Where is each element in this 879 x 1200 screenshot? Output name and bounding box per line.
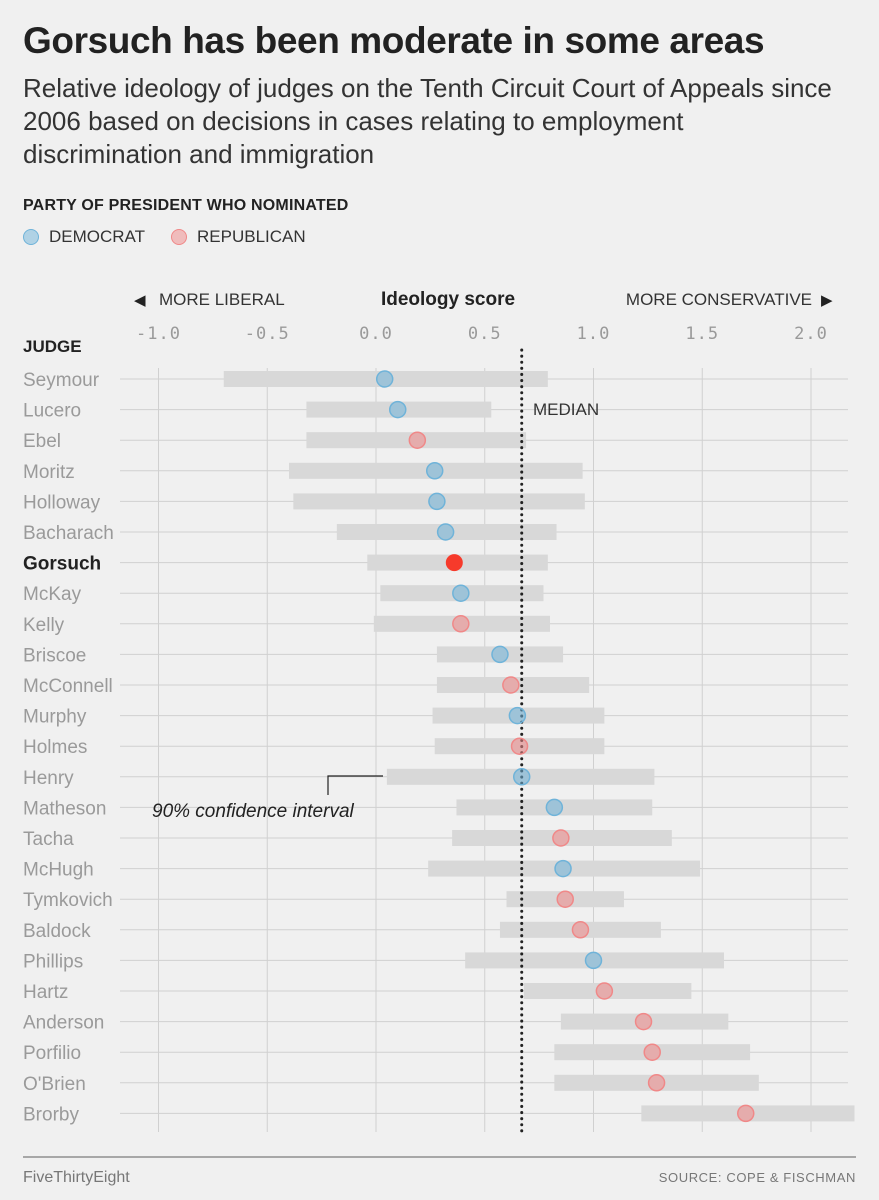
judge-score-dot <box>436 523 455 541</box>
more-conservative-arrow-icon: ▶ <box>821 291 833 309</box>
judge-name-label: Ebel <box>23 431 61 452</box>
x-tick-label: -1.0 <box>136 324 181 344</box>
judge-score-dot <box>554 859 572 878</box>
legend-label-democrat: DEMOCRAT <box>49 227 146 246</box>
chart-title: Gorsuch has been moderate in some areas <box>23 20 765 61</box>
median-label: MEDIAN <box>533 400 599 419</box>
judge-name-label: Briscoe <box>23 645 86 666</box>
chart-subtitle: Relative ideology of judges on the Tenth… <box>23 73 832 169</box>
judge-score-dot <box>452 584 470 602</box>
judge-name-label: Tymkovich <box>23 890 113 911</box>
x-tick-label: 2.0 <box>794 324 828 344</box>
judge-score-dot <box>502 676 520 694</box>
judge-name-label: McConnell <box>23 676 113 697</box>
judge-score-dot <box>408 431 427 449</box>
judge-score-dot <box>452 615 470 633</box>
judge-name-label: Matheson <box>23 798 106 819</box>
judge-score-dot <box>634 1012 653 1031</box>
judge-name-label: Anderson <box>23 1013 104 1034</box>
judge-name-label: Holmes <box>23 737 87 758</box>
axis-right-label: MORE CONSERVATIVE <box>626 290 812 309</box>
legend-item-republican: REPUBLICAN <box>171 227 306 247</box>
judge-score-dot <box>647 1074 666 1092</box>
judge-name-label: Phillips <box>23 951 83 972</box>
dot-layer <box>375 370 755 1123</box>
judge-name-label: Moritz <box>23 462 75 483</box>
judge-score-dot <box>595 982 614 1000</box>
judge-name-label: Baldock <box>23 921 91 942</box>
legend: DEMOCRAT REPUBLICAN <box>23 227 332 247</box>
judge-name-label: Tacha <box>23 829 74 850</box>
judge-name-label: O'Brien <box>23 1074 86 1095</box>
label-layer: -1.0 -0.5 0.0 0.5 1.0 1.5 2.0 Seymour Lucero Ebel… <box>23 324 828 1125</box>
judge-name-label: Kelly <box>23 615 65 636</box>
ci-annotation-label: 90% confidence interval <box>152 801 355 822</box>
judge-name-label: Holloway <box>23 492 101 513</box>
judge-score-dot <box>545 798 564 817</box>
judge-name-label: Murphy <box>23 707 87 728</box>
judge-score-dot <box>737 1104 755 1123</box>
judge-name-label: Brorby <box>23 1104 79 1125</box>
judge-score-dot <box>375 370 394 388</box>
judge-score-dot <box>512 768 531 786</box>
x-tick-label: 0.0 <box>359 324 393 344</box>
judge-score-dot <box>508 706 527 725</box>
judge-score-dot <box>571 921 590 939</box>
x-tick-label: 0.5 <box>468 324 502 344</box>
legend-title: PARTY OF PRESIDENT WHO NOMINATED <box>23 197 349 214</box>
x-tick-label: 1.5 <box>685 324 719 344</box>
judge-score-dot <box>389 400 407 419</box>
x-tick-label: -0.5 <box>245 324 290 344</box>
axis-title: Ideology score <box>381 289 515 310</box>
brand-label: FiveThirtyEight <box>23 1169 130 1186</box>
judge-name-label: Seymour <box>23 370 100 391</box>
judge-name-label: Porfilio <box>23 1043 81 1064</box>
democrat-swatch-icon <box>23 229 39 245</box>
judge-column-header: JUDGE <box>23 337 82 356</box>
judge-name-label: McHugh <box>23 860 94 881</box>
judge-name-label: Lucero <box>23 401 81 422</box>
judge-name-label: Bacharach <box>23 523 114 544</box>
footer-divider <box>23 1156 856 1158</box>
judge-name-label: McKay <box>23 584 82 605</box>
republican-swatch-icon <box>171 229 188 245</box>
ideology-chart: -1.0 -0.5 0.0 0.5 1.0 1.5 2.0 Seymour Lucero Ebel… <box>23 289 855 1136</box>
source-label: SOURCE: COPE & FISCHMAN <box>658 1170 856 1185</box>
judge-score-dot <box>445 554 463 572</box>
x-tick-label: 1.0 <box>577 324 611 344</box>
ci-annotation-leader <box>327 775 383 795</box>
more-liberal-arrow-icon: ◀ <box>134 291 146 309</box>
judge-name-label: Hartz <box>23 982 68 1003</box>
legend-item-democrat: DEMOCRAT <box>23 227 145 247</box>
judge-score-dot <box>425 462 444 480</box>
judge-score-dot <box>428 492 446 511</box>
judge-score-dot <box>556 890 574 908</box>
judge-score-dot <box>491 645 509 664</box>
judge-score-dot <box>584 951 603 970</box>
judge-score-dot <box>643 1043 661 1061</box>
judge-name-label: Henry <box>23 768 74 789</box>
judge-name-label: Gorsuch <box>23 554 101 575</box>
judge-score-dot <box>552 829 570 847</box>
judge-score-dot <box>510 737 529 755</box>
axis-left-label: MORE LIBERAL <box>159 290 285 309</box>
legend-label-republican: REPUBLICAN <box>197 227 306 246</box>
